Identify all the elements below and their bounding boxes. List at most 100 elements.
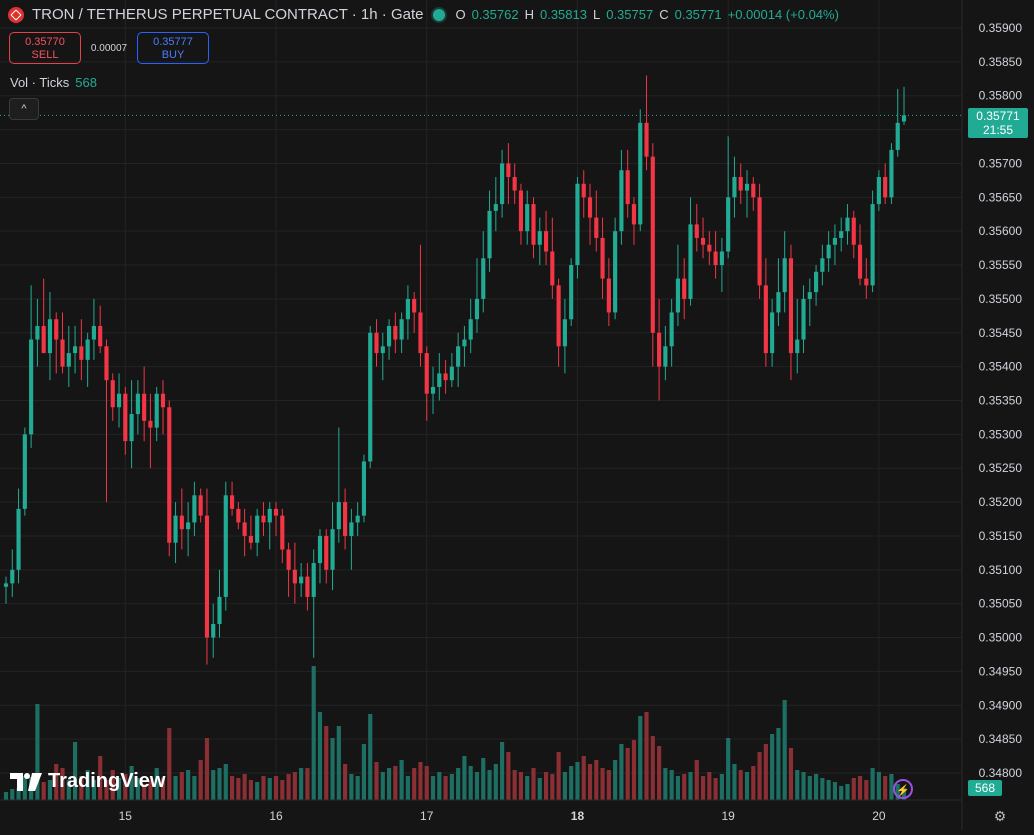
price-tick-label: 0.35650 bbox=[979, 190, 1023, 204]
candle-body bbox=[430, 386, 436, 394]
high-label: H bbox=[524, 7, 534, 22]
candle-body bbox=[330, 529, 335, 570]
candle-body bbox=[575, 183, 580, 266]
candle-body bbox=[79, 346, 84, 360]
close-value: 0.35771 bbox=[674, 7, 722, 22]
volume-bar bbox=[613, 760, 618, 800]
price-tick-label: 0.35800 bbox=[979, 89, 1023, 103]
chevron-up-icon: ^ bbox=[21, 103, 27, 115]
volume-bar bbox=[537, 778, 542, 800]
candle-body bbox=[255, 515, 260, 543]
candle-body bbox=[581, 183, 586, 198]
volume-bar bbox=[179, 772, 184, 800]
candle-body bbox=[788, 258, 794, 354]
volume-bar bbox=[606, 770, 611, 800]
candle-body bbox=[173, 515, 178, 543]
candle-body bbox=[98, 326, 103, 347]
volume-bar bbox=[211, 770, 216, 800]
candle-body bbox=[474, 298, 480, 320]
volume-bar bbox=[543, 772, 549, 800]
price-tick-label: 0.35100 bbox=[979, 563, 1023, 577]
candle-body bbox=[895, 122, 900, 150]
volume-bar bbox=[60, 768, 65, 800]
volume-bar bbox=[405, 776, 410, 800]
price-tick-label: 0.35450 bbox=[979, 326, 1023, 340]
candle-body bbox=[85, 339, 90, 360]
candle-body bbox=[625, 170, 630, 205]
candle-body bbox=[343, 502, 348, 536]
volume-bar bbox=[299, 768, 304, 800]
volume-bar bbox=[98, 756, 103, 800]
volume-bar bbox=[167, 728, 172, 800]
volume-bar bbox=[776, 728, 781, 800]
candle-body bbox=[525, 204, 530, 232]
volume-bar bbox=[311, 666, 316, 800]
volume-bar bbox=[883, 776, 888, 800]
gear-icon[interactable]: ⚙ bbox=[993, 808, 1007, 824]
lightning-icon[interactable]: ⚡ bbox=[893, 779, 913, 799]
volume-bar bbox=[47, 780, 53, 800]
collapse-legend-button[interactable]: ^ bbox=[9, 98, 39, 120]
volume-bar bbox=[707, 772, 712, 800]
candle-body bbox=[726, 197, 731, 252]
volume-bar bbox=[135, 778, 140, 800]
candle-body bbox=[669, 312, 674, 347]
volume-bar bbox=[575, 762, 580, 800]
volume-bar bbox=[782, 700, 787, 800]
candle-body bbox=[135, 393, 140, 415]
candle-body bbox=[186, 522, 191, 530]
close-label: C bbox=[659, 7, 669, 22]
volume-bar bbox=[412, 768, 417, 800]
candle-body bbox=[280, 515, 285, 550]
volume-bar bbox=[399, 760, 404, 800]
candle-body bbox=[613, 231, 618, 313]
candle-body bbox=[418, 312, 423, 354]
volume-bar bbox=[744, 772, 750, 800]
candle-body bbox=[462, 339, 467, 347]
candle-body bbox=[273, 508, 279, 516]
price-tick-label: 0.35200 bbox=[979, 495, 1023, 509]
candle-body bbox=[3, 583, 9, 587]
candle-body bbox=[600, 237, 605, 279]
volume-bar bbox=[317, 712, 323, 800]
price-tick-label: 0.35500 bbox=[979, 292, 1023, 306]
volume-bar bbox=[487, 770, 492, 800]
candle-body bbox=[35, 326, 40, 340]
volume-bar bbox=[600, 768, 605, 800]
candle-body bbox=[594, 217, 599, 238]
tradingview-logo[interactable]: TradingView bbox=[10, 770, 165, 793]
open-value: 0.35762 bbox=[471, 7, 519, 22]
candle-body bbox=[864, 278, 869, 286]
volume-bar bbox=[267, 778, 272, 800]
sell-label: SELL bbox=[31, 49, 59, 61]
sell-button[interactable]: 0.35770 SELL bbox=[9, 32, 81, 64]
price-tick-label: 0.35850 bbox=[979, 55, 1023, 69]
price-tick-label: 0.35350 bbox=[979, 394, 1023, 408]
volume-bar bbox=[587, 764, 593, 800]
candle-body bbox=[456, 346, 461, 367]
volume-bar bbox=[261, 776, 266, 800]
low-value: 0.35757 bbox=[606, 7, 654, 22]
volume-indicator-legend[interactable]: Vol · Ticks 568 bbox=[10, 75, 97, 90]
volume-bar bbox=[757, 752, 762, 800]
volume-bar bbox=[292, 772, 297, 800]
volume-bar bbox=[324, 726, 329, 800]
volume-bar bbox=[581, 756, 586, 800]
volume-bar bbox=[79, 776, 84, 800]
buy-button[interactable]: 0.35777 BUY bbox=[137, 32, 209, 64]
candle-body bbox=[732, 177, 737, 198]
candle-body bbox=[587, 197, 593, 218]
volume-bar bbox=[839, 786, 844, 800]
buy-label: BUY bbox=[161, 49, 185, 61]
candle-body bbox=[22, 434, 27, 509]
candle-body bbox=[468, 319, 473, 340]
candle-body bbox=[10, 569, 15, 584]
volume-bar bbox=[506, 752, 511, 800]
chart-header: TRON / TETHERUS PERPETUAL CONTRACT · 1h … bbox=[8, 6, 839, 23]
symbol-title[interactable]: TRON / TETHERUS PERPETUAL CONTRACT · 1h … bbox=[32, 6, 424, 23]
volume-bar bbox=[493, 764, 498, 800]
volume-bar bbox=[713, 778, 718, 800]
price-tick-label: 0.35150 bbox=[979, 529, 1023, 543]
